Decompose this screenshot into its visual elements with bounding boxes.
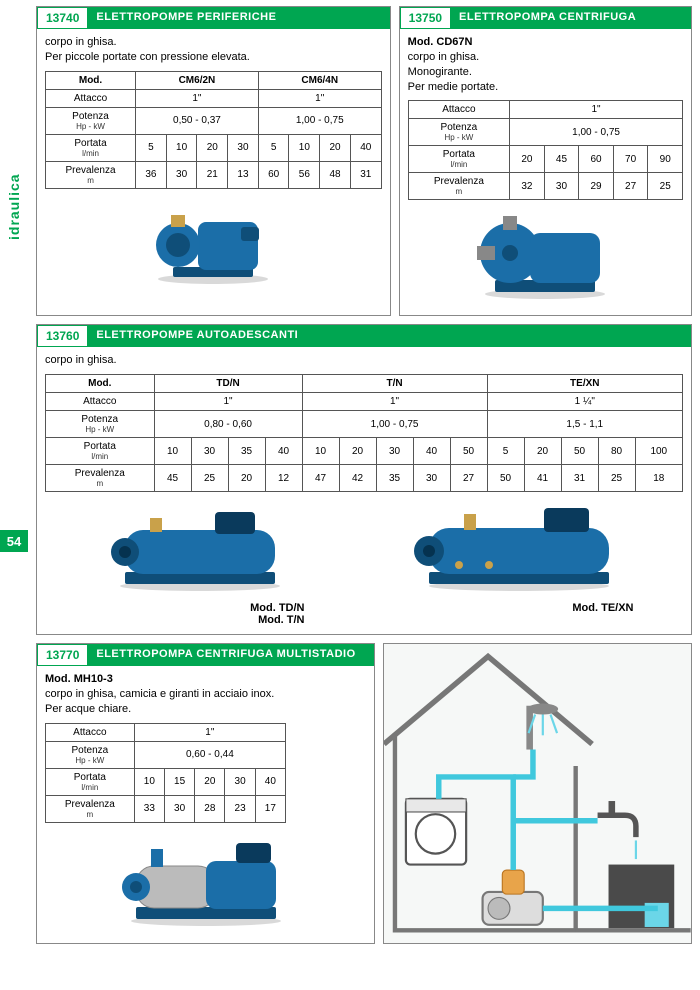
card-13740: 13740 ELETTROPOMPE PERIFERICHE corpo in … [36, 6, 391, 316]
card-title: ELETTROPOMPA CENTRIFUGA MULTISTADIO [88, 644, 374, 666]
spec-table: Mod. CM6/2N CM6/4N Attacco 1" 1" Potenza… [45, 71, 382, 189]
pump-image [95, 500, 305, 595]
sidebar: idraulica 54 [0, 0, 36, 958]
card-code: 13770 [37, 644, 88, 666]
section-label: idraulica [6, 173, 22, 240]
card-code: 13750 [400, 7, 451, 29]
pump-image [465, 208, 625, 303]
pump-image [143, 197, 283, 287]
card-13750: 13750 ELETTROPOMPA CENTRIFUGA Mod. CD67N… [399, 6, 692, 316]
page-number: 54 [0, 530, 28, 552]
card-13760: 13760 ELETTROPOMPE AUTOADESCANTI corpo i… [36, 324, 692, 635]
pump-caption: Mod. TD/N Mod. T/N [95, 602, 305, 626]
card-13770: 13770 ELETTROPOMPA CENTRIFUGA MULTISTADI… [36, 643, 375, 944]
card-code: 13760 [37, 325, 88, 347]
card-title: ELETTROPOMPE PERIFERICHE [88, 7, 389, 29]
pump-image [111, 831, 301, 931]
spec-table: Mod. TD/N T/N TE/XN Attacco 1" 1" 1 ¼" [45, 374, 683, 492]
pump-caption: Mod. TE/XN [404, 602, 634, 614]
installation-diagram [383, 643, 692, 944]
card-desc: corpo in ghisa. [45, 353, 683, 368]
card-title: ELETTROPOMPA CENTRIFUGA [451, 7, 691, 29]
pump-image [404, 500, 634, 595]
card-code: 13740 [37, 7, 88, 29]
content: 13740 ELETTROPOMPE PERIFERICHE corpo in … [36, 0, 700, 958]
card-desc: corpo in ghisa. Per piccole portate con … [45, 35, 382, 65]
spec-table: Attacco1" PotenzaHp - kW0,60 - 0,44 Port… [45, 723, 286, 823]
spec-table: Attacco1" PotenzaHp - kW1,00 - 0,75 Port… [408, 100, 683, 200]
card-title: ELETTROPOMPE AUTOADESCANTI [88, 325, 691, 347]
card-desc: Mod. CD67N corpo in ghisa. Monogirante. … [408, 35, 683, 94]
card-desc: Mod. MH10-3 corpo in ghisa, camicia e gi… [45, 672, 366, 717]
